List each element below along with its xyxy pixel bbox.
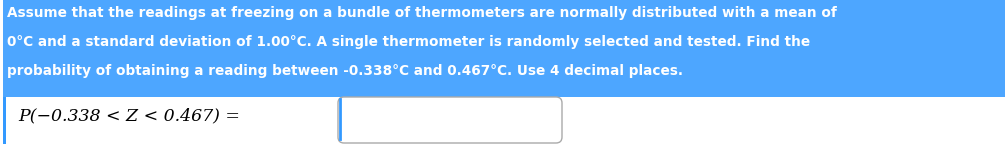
Text: probability of obtaining a reading between -0.338°C and 0.467°C. Use 4 decimal p: probability of obtaining a reading betwe… bbox=[7, 64, 683, 78]
FancyBboxPatch shape bbox=[338, 97, 562, 143]
FancyBboxPatch shape bbox=[3, 0, 1005, 97]
Text: P(−0.338 < Z < 0.467) =: P(−0.338 < Z < 0.467) = bbox=[18, 107, 240, 124]
FancyBboxPatch shape bbox=[3, 97, 6, 144]
Text: 0°C and a standard deviation of 1.00°C. A single thermometer is randomly selecte: 0°C and a standard deviation of 1.00°C. … bbox=[7, 35, 810, 49]
Text: Assume that the readings at freezing on a bundle of thermometers are normally di: Assume that the readings at freezing on … bbox=[7, 6, 837, 20]
